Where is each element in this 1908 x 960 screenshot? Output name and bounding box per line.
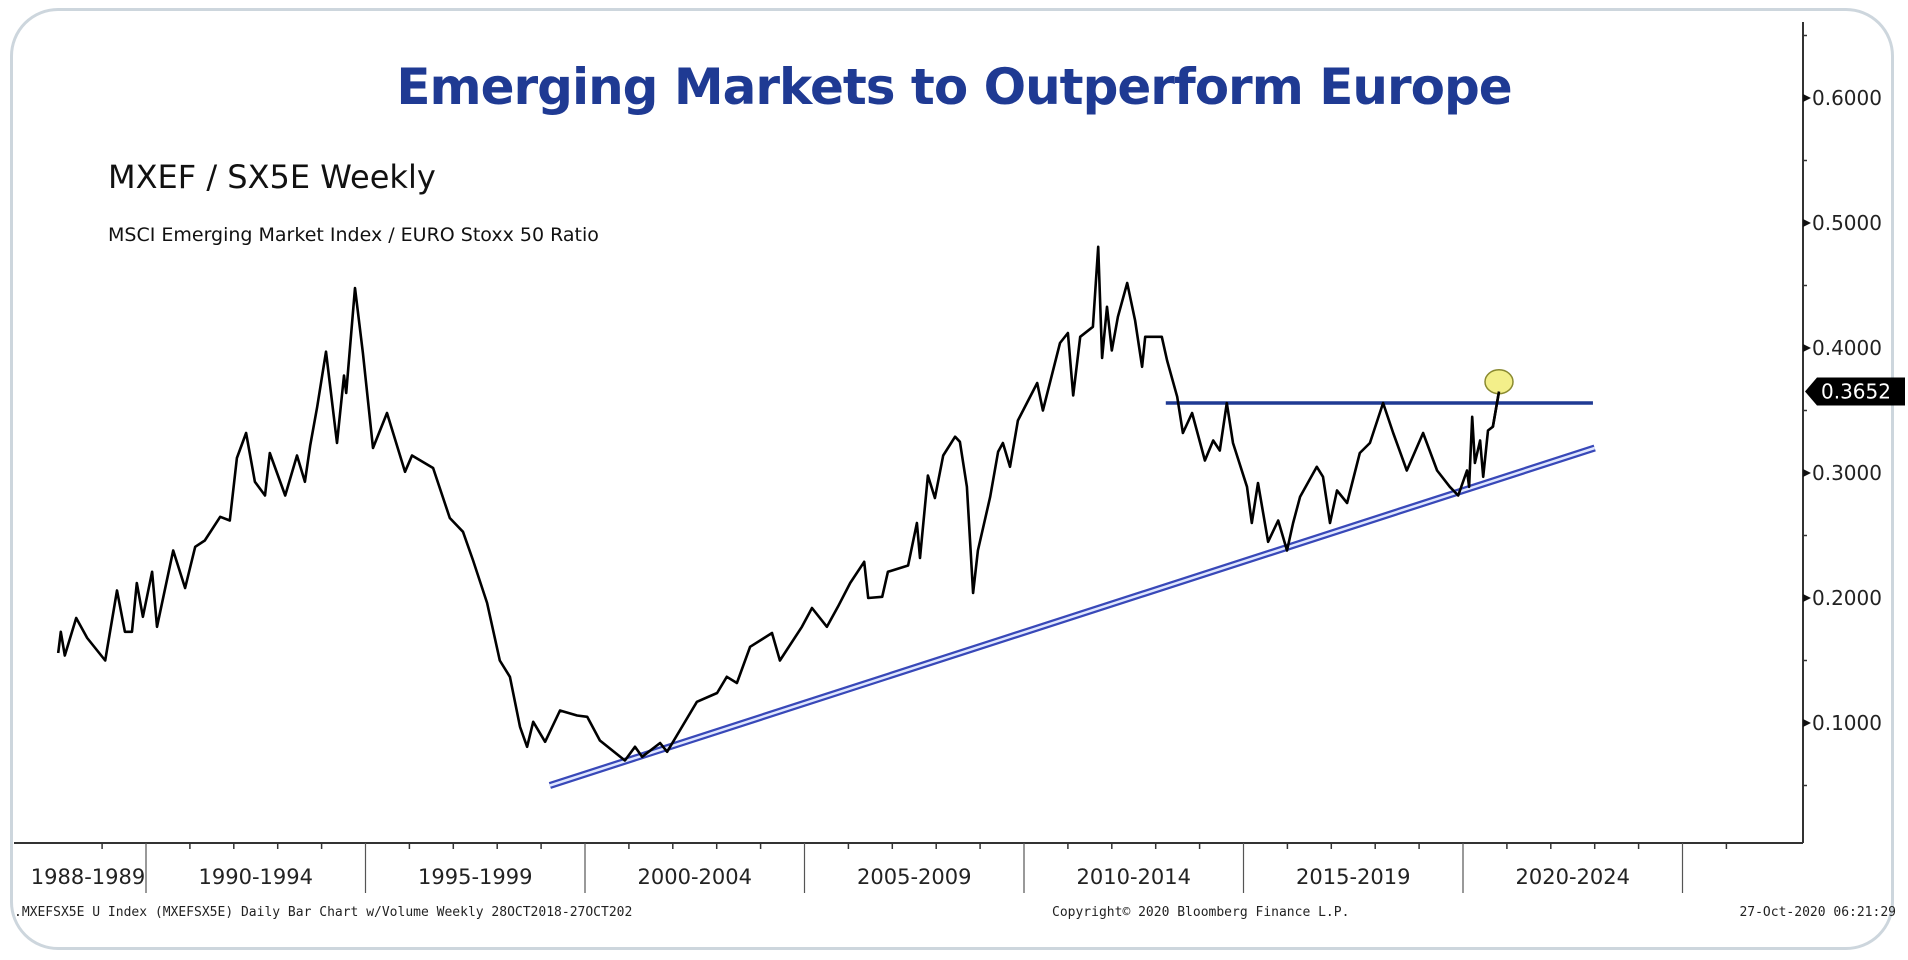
footer: .MXEFSX5E U Index (MXEFSX5E) Daily Bar C… — [14, 905, 1896, 920]
series — [56, 245, 1514, 762]
last-value-label: 0.3652 — [1821, 380, 1891, 404]
footer-right: 27-Oct-2020 06:21:29 — [1739, 905, 1896, 920]
annotations — [548, 401, 1596, 789]
axes: 0.6000 0.5000 0.4000 0.3000 0.2000 0.1000 1988… — [14, 22, 1905, 893]
footer-center: Copyright© 2020 Bloomberg Finance L.P. — [1052, 905, 1349, 920]
x-period-label: 2010-2014 — [1077, 865, 1191, 889]
y-tick — [1803, 469, 1811, 477]
y-tick-label: 0.1000 — [1812, 711, 1882, 735]
y-tick-label: 0.5000 — [1812, 211, 1882, 235]
x-period-label: 1995-1999 — [418, 865, 532, 889]
last-value-tag — [1805, 377, 1905, 406]
y-tick-label: 0.6000 — [1812, 86, 1882, 110]
x-period-label: 1988-1989 — [31, 865, 145, 889]
chart-description: MSCI Emerging Market Index / EURO Stoxx … — [108, 224, 599, 246]
x-period-label: 1990-1994 — [199, 865, 313, 889]
x-period-label: 2000-2004 — [638, 865, 752, 889]
y-tick-label: 0.4000 — [1812, 336, 1882, 360]
chart-title: Emerging Markets to Outperform Europe — [396, 58, 1512, 116]
y-tick — [1803, 219, 1811, 227]
footer-left: .MXEFSX5E U Index (MXEFSX5E) Daily Bar C… — [14, 905, 632, 920]
ratio-series-last-segment — [1491, 391, 1501, 427]
x-period-label: 2005-2009 — [857, 865, 971, 889]
support-trendline-inner — [549, 446, 1596, 787]
breakout-highlight-circle — [1484, 369, 1514, 395]
chart-frame — [10, 8, 1894, 950]
y-tick-label: 0.3000 — [1812, 461, 1882, 485]
y-tick-label: 0.2000 — [1812, 586, 1882, 610]
x-period-label: 2020-2024 — [1516, 865, 1630, 889]
y-tick — [1803, 344, 1811, 352]
y-tick — [1803, 594, 1811, 602]
ratio-series-line — [56, 245, 1501, 762]
y-tick — [1803, 94, 1811, 102]
x-period-label: 2015-2019 — [1296, 865, 1410, 889]
chart-subtitle: MXEF / SX5E Weekly — [108, 158, 436, 196]
y-tick — [1803, 719, 1811, 727]
